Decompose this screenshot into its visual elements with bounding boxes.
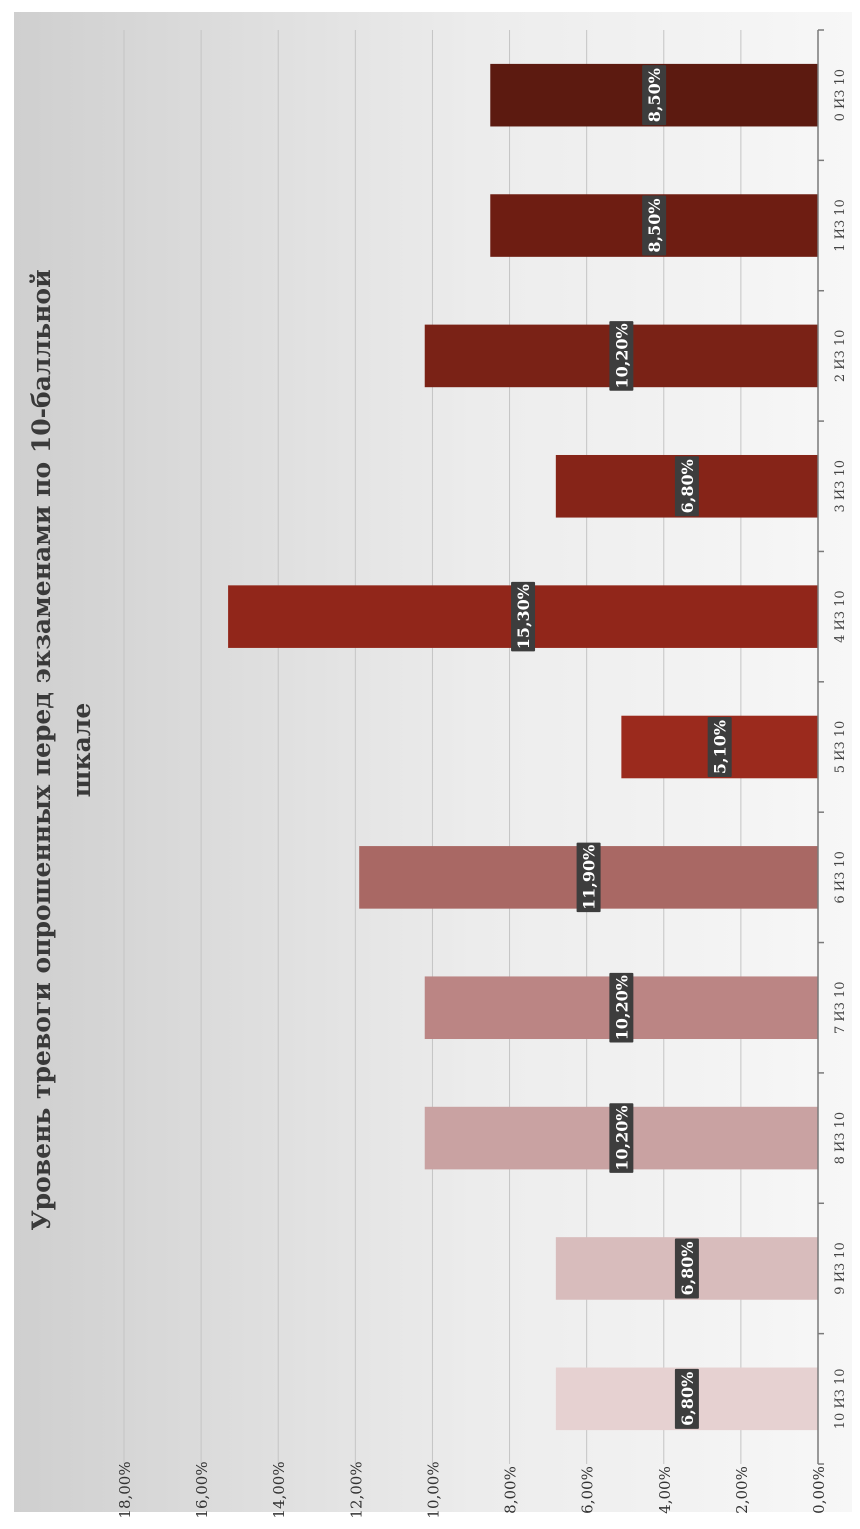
- data-label: 10,20%: [612, 323, 631, 388]
- x-category-label: 6 ИЗ 10: [833, 851, 848, 904]
- y-tick-label: 14,00%: [270, 1461, 288, 1518]
- data-label: 6,80%: [678, 1241, 697, 1295]
- data-label: 8,50%: [645, 68, 664, 122]
- x-axis-category-labels: 0 ИЗ 10 1 ИЗ 10 2 ИЗ 10 3 ИЗ 10 4 ИЗ 10 5 ИЗ …: [833, 69, 848, 1429]
- x-category-label: 5 ИЗ 10: [833, 721, 848, 774]
- data-label-box: [609, 321, 634, 391]
- data-label: 8,50%: [645, 198, 664, 252]
- data-label: 5,10%: [711, 720, 730, 774]
- y-tick-label: 18,00%: [116, 1461, 134, 1518]
- data-label-box: [642, 65, 667, 126]
- data-label-box: [674, 1368, 699, 1429]
- data-label-box: [511, 581, 536, 652]
- y-tick-label: 12,00%: [347, 1461, 365, 1518]
- data-label-box: [609, 972, 634, 1043]
- x-category-label: 9 ИЗ 10: [833, 1242, 848, 1295]
- data-label: 6,80%: [678, 1372, 697, 1426]
- data-label: 10,20%: [612, 975, 631, 1040]
- y-tick-label: 0,00%: [810, 1466, 828, 1514]
- y-tick-label: 10,00%: [424, 1461, 442, 1518]
- x-category-label: 3 ИЗ 10: [833, 460, 848, 513]
- y-tick-label: 16,00%: [193, 1461, 211, 1518]
- x-category-label: 7 ИЗ 10: [833, 981, 848, 1034]
- x-category-label: 8 ИЗ 10: [833, 1112, 848, 1165]
- x-category-label: 0 ИЗ 10: [833, 69, 848, 122]
- data-label-box: [609, 1103, 634, 1173]
- x-category-label: 4 ИЗ 10: [833, 590, 848, 643]
- data-label-box: [707, 717, 732, 777]
- data-label-box: [642, 195, 667, 256]
- y-axis-tick-labels: 0,00% 2,00% 4,00% 6,00% 8,00% 10,00% 12,00% 14,…: [116, 1461, 828, 1518]
- x-category-label: 2 ИЗ 10: [833, 330, 848, 383]
- x-category-label: 10 ИЗ 10: [833, 1368, 848, 1429]
- data-label: 10,20%: [612, 1105, 631, 1170]
- chart-title: Уровень тревоги опрошенных перед экзамен…: [27, 269, 96, 1230]
- data-label-box: [674, 1238, 699, 1299]
- data-label: 11,90%: [580, 845, 599, 910]
- x-category-label: 1 ИЗ 10: [833, 199, 848, 252]
- y-tick-label: 8,00%: [502, 1466, 520, 1514]
- data-labels: 8,50% 8,50% 10,20% 6,80% 15,30% 5,10% 11,90% 10…: [511, 65, 732, 1429]
- y-tick-label: 6,00%: [579, 1466, 597, 1514]
- data-label: 6,80%: [678, 459, 697, 513]
- data-label-box: [576, 842, 601, 913]
- data-label-box: [674, 456, 699, 517]
- y-tick-label: 4,00%: [656, 1466, 674, 1514]
- data-label: 15,30%: [514, 584, 533, 649]
- y-tick-label: 2,00%: [733, 1466, 751, 1514]
- chart-title-line-2: шкале: [67, 703, 96, 798]
- chart-title-line-1: Уровень тревоги опрошенных перед экзамен…: [27, 269, 56, 1230]
